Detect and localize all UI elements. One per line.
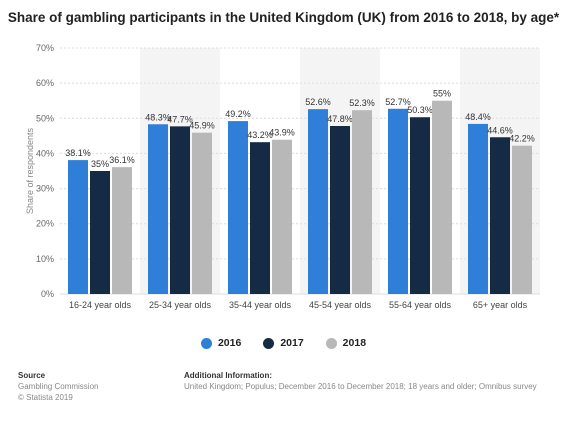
chart-title: Share of gambling participants in the Un… <box>7 10 560 25</box>
bar-2018 <box>512 145 532 294</box>
data-label-2017: 47.8% <box>327 114 353 124</box>
data-label-2018: 45.9% <box>189 121 215 131</box>
bar-2016 <box>308 109 328 294</box>
data-label-2018: 42.2% <box>509 134 535 144</box>
y-tick-label: 30% <box>36 184 54 194</box>
additional-info-block: Additional Information: United Kingdom; … <box>184 370 537 392</box>
data-label-2018: 52.3% <box>349 98 375 108</box>
source-heading: Source <box>18 371 46 380</box>
bar-2018 <box>272 139 292 294</box>
bar-2016 <box>468 123 488 294</box>
data-label-2017: 47.7% <box>167 114 193 124</box>
data-label-2017: 35% <box>91 159 109 169</box>
y-tick-label: 50% <box>36 113 54 123</box>
bar-2016 <box>68 160 88 294</box>
legend: 2016 2017 2018 <box>0 337 567 349</box>
data-label-2016: 48.3% <box>145 112 171 122</box>
data-label-2016: 38.1% <box>65 148 91 158</box>
legend-item-2016[interactable]: 2016 <box>200 337 242 349</box>
bar-2016 <box>228 121 248 295</box>
bar-2018 <box>432 100 452 294</box>
bar-2017 <box>410 117 430 294</box>
legend-item-2018[interactable]: 2018 <box>325 337 367 349</box>
x-category-label: 65+ year olds <box>473 300 528 310</box>
data-label-2018: 43.9% <box>269 128 295 138</box>
y-tick-label: 60% <box>36 78 54 88</box>
x-category-label: 45-54 year olds <box>309 300 372 310</box>
data-label-2016: 49.2% <box>225 109 251 119</box>
x-category-label: 35-44 year olds <box>229 300 292 310</box>
copyright: © Statista 2019 <box>18 393 73 402</box>
bar-2016 <box>148 124 168 294</box>
data-label-2016: 52.7% <box>385 97 411 107</box>
y-tick-label: 40% <box>36 148 54 158</box>
additional-info-heading: Additional Information: <box>184 371 272 380</box>
data-label-2018: 55% <box>433 89 451 99</box>
additional-info-text: United Kingdom; Populus; December 2016 t… <box>184 382 537 391</box>
bar-2016 <box>388 108 408 294</box>
legend-label-2016: 2016 <box>217 337 242 349</box>
legend-swatch-2017 <box>263 337 275 349</box>
y-tick-label: 10% <box>36 254 54 264</box>
bar-2017 <box>330 126 350 294</box>
data-label-2017: 50.3% <box>407 105 433 115</box>
data-label-2017: 44.6% <box>487 125 513 135</box>
data-label-2018: 36.1% <box>109 155 135 165</box>
legend-label-2018: 2018 <box>342 337 367 349</box>
bar-2017 <box>490 137 510 294</box>
source-block: Source Gambling Commission © Statista 20… <box>18 370 98 403</box>
bar-2018 <box>112 167 132 294</box>
y-axis-label: Share of respondents <box>25 127 35 214</box>
y-tick-label: 70% <box>36 43 54 53</box>
x-category-label: 25-34 year olds <box>149 300 212 310</box>
bar-2017 <box>250 142 270 294</box>
data-label-2016: 52.6% <box>305 97 331 107</box>
y-tick-label: 0% <box>41 289 54 299</box>
legend-label-2017: 2017 <box>280 337 304 349</box>
data-label-2016: 48.4% <box>465 112 491 122</box>
x-category-label: 55-64 year olds <box>389 300 452 310</box>
bar-2018 <box>352 110 372 295</box>
y-tick-label: 20% <box>36 219 54 229</box>
legend-swatch-2018 <box>325 337 337 349</box>
legend-swatch-2016 <box>200 337 212 349</box>
source-name[interactable]: Gambling Commission <box>18 382 99 391</box>
legend-item-2017[interactable]: 2017 <box>263 337 304 349</box>
data-label-2017: 43.2% <box>247 130 273 140</box>
bar-2018 <box>192 132 212 294</box>
x-category-label: 16-24 year olds <box>69 300 132 310</box>
bar-2017 <box>90 171 110 294</box>
bar-2017 <box>170 126 190 295</box>
